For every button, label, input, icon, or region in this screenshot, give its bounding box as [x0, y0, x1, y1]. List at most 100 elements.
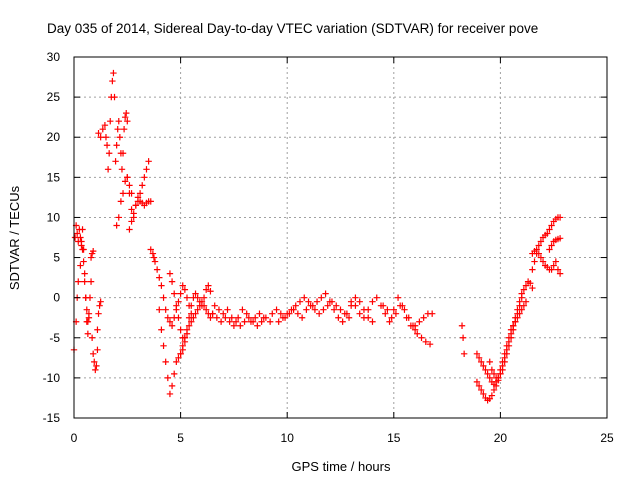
- series-pass-v: [347, 294, 419, 333]
- data-point: [324, 302, 331, 309]
- data-point: [121, 113, 129, 121]
- data-point: [92, 366, 99, 374]
- y-axis-title: SDTVAR / TECUs: [7, 185, 22, 290]
- data-point: [77, 234, 84, 241]
- y-tick-label: -10: [43, 371, 61, 385]
- data-point: [234, 314, 242, 321]
- data-point: [209, 310, 216, 317]
- data-point: [158, 282, 165, 289]
- data-point: [420, 314, 427, 321]
- data-point: [202, 306, 210, 313]
- data-point: [194, 294, 201, 301]
- data-point: [292, 302, 299, 309]
- series-pass-x: [411, 310, 436, 329]
- data-point: [258, 318, 265, 325]
- data-point: [75, 278, 82, 285]
- data-point: [110, 69, 117, 77]
- data-point: [200, 302, 208, 309]
- data-point: [273, 306, 280, 313]
- data-point: [537, 238, 545, 245]
- chart-title: Day 035 of 2014, Sidereal Day-to-day VTE…: [47, 21, 538, 36]
- data-point: [548, 242, 555, 249]
- data-point: [87, 254, 95, 261]
- series-pass-j: [113, 174, 135, 229]
- series-pass-h: [104, 69, 118, 173]
- data-point: [269, 310, 276, 317]
- data-point: [497, 370, 504, 378]
- series-pass-s: [211, 302, 274, 329]
- data-point: [153, 266, 161, 273]
- data-point: [245, 314, 253, 321]
- data-point: [113, 142, 120, 149]
- data-point: [200, 294, 208, 301]
- data-point: [345, 314, 353, 321]
- data-point: [509, 326, 517, 333]
- data-point: [313, 298, 321, 305]
- data-point: [75, 238, 82, 245]
- data-point: [330, 306, 338, 313]
- data-point: [207, 314, 214, 321]
- data-point: [126, 182, 133, 189]
- data-point: [151, 258, 159, 265]
- data-point: [537, 254, 545, 261]
- data-point: [309, 302, 316, 309]
- y-tick-label: 5: [53, 251, 60, 265]
- data-point: [85, 314, 93, 321]
- y-tick-label: 30: [47, 50, 61, 64]
- data-point: [171, 370, 178, 378]
- data-point: [343, 310, 351, 317]
- data-point: [89, 350, 97, 358]
- data-point: [318, 294, 325, 301]
- data-point: [484, 370, 491, 378]
- data-point: [279, 314, 287, 321]
- data-point: [96, 302, 103, 309]
- data-point: [175, 314, 182, 321]
- data-point: [382, 310, 389, 317]
- data-point: [352, 294, 359, 301]
- data-point: [305, 298, 312, 305]
- data-point: [124, 117, 131, 125]
- data-point: [89, 247, 97, 255]
- data-point: [119, 190, 127, 197]
- data-point: [514, 314, 521, 321]
- series-pass-y: [458, 322, 468, 358]
- data-point: [158, 326, 165, 333]
- data-point: [520, 302, 528, 309]
- data-point: [520, 286, 528, 293]
- data-point: [459, 334, 467, 341]
- data-point: [478, 386, 485, 394]
- data-point: [160, 294, 167, 301]
- data-point: [518, 290, 525, 297]
- data-point: [149, 250, 157, 257]
- data-point: [516, 310, 523, 317]
- x-axis-title: GPS time / hours: [292, 459, 391, 474]
- data-point: [416, 318, 423, 325]
- data-point: [546, 226, 553, 233]
- data-point: [123, 109, 130, 117]
- data-point: [535, 242, 542, 249]
- data-point: [322, 290, 329, 297]
- data-point: [311, 306, 319, 313]
- grid-lines: [74, 57, 607, 418]
- data-point: [230, 322, 238, 329]
- data-point: [275, 318, 282, 325]
- data-point: [505, 342, 513, 349]
- data-point: [205, 282, 212, 289]
- series-pass-d: [87, 247, 97, 261]
- data-point: [320, 306, 327, 313]
- series-pass-m: [147, 246, 159, 265]
- data-point: [548, 222, 555, 229]
- data-point: [179, 342, 186, 349]
- tick-labels: 0 5 10 15 20 25 -15 -10 -5 0 5 10 15 20 25 30: [43, 50, 614, 445]
- series-pass-i: [112, 109, 131, 173]
- data-point: [168, 382, 176, 390]
- data-point: [224, 306, 231, 313]
- data-point: [458, 322, 466, 329]
- data-point: [490, 370, 498, 378]
- data-point: [147, 198, 154, 205]
- data-point: [486, 358, 493, 366]
- data-point: [175, 298, 182, 305]
- data-point: [121, 178, 129, 185]
- data-point: [262, 314, 270, 321]
- data-point: [111, 93, 118, 101]
